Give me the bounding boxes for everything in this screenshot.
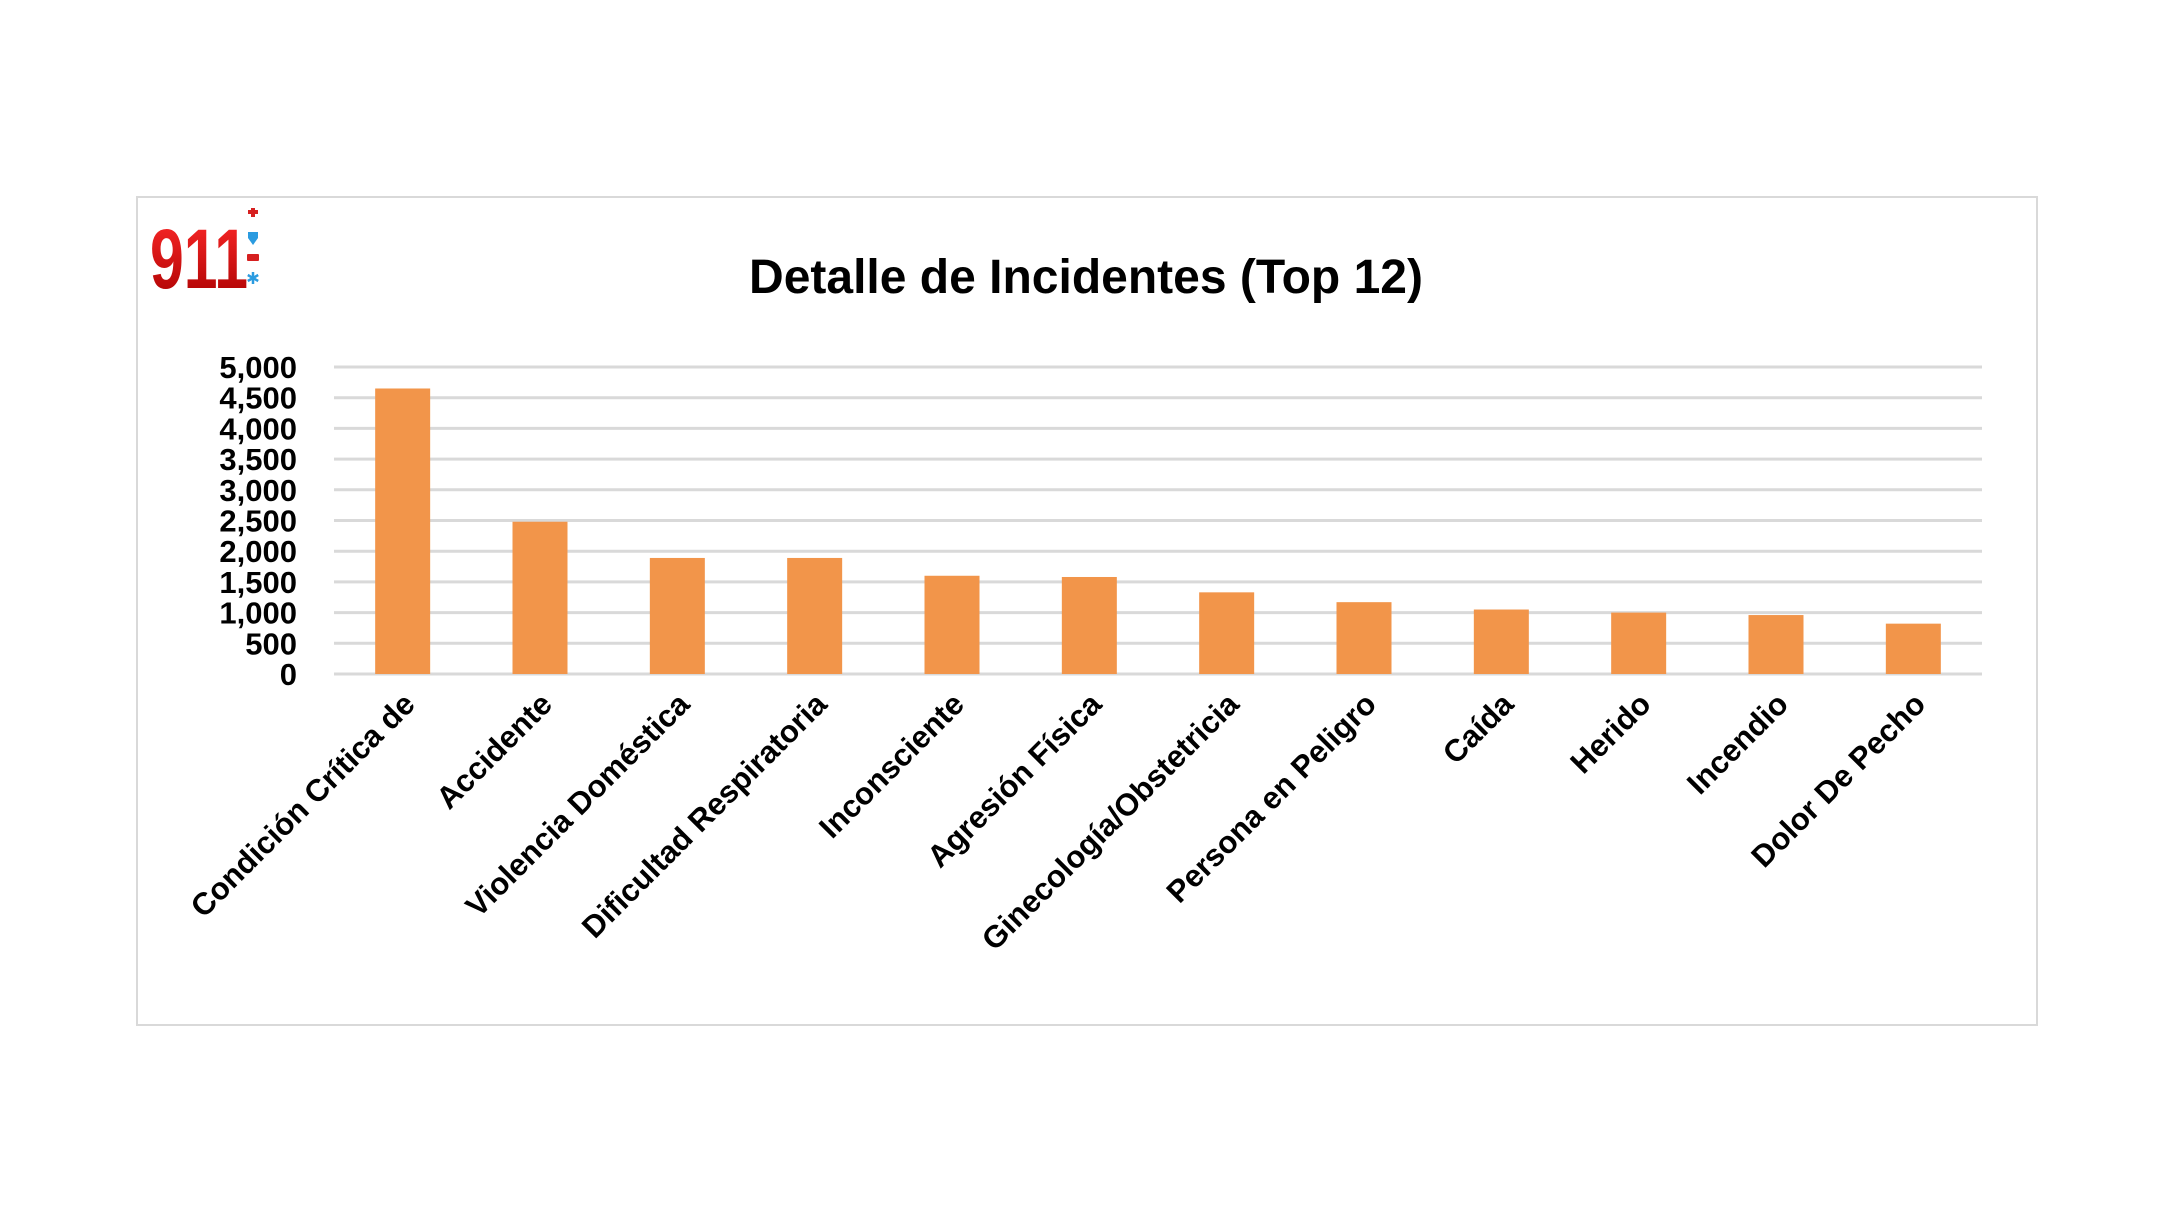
bar	[649, 557, 705, 674]
y-tick-label: 2,000	[219, 534, 297, 569]
y-tick-label: 3,500	[219, 442, 297, 477]
medical-cross-icon	[248, 208, 258, 217]
x-category-label: Inconsciente	[812, 686, 971, 845]
y-tick-label: 4,000	[219, 411, 297, 446]
bar	[1061, 576, 1117, 674]
bar	[1748, 615, 1804, 674]
x-category-label: Condición Crítica de	[184, 686, 422, 924]
x-category-label: Violencia Doméstica	[459, 686, 697, 924]
ambulance-icon	[247, 254, 259, 261]
y-tick-label: 2,500	[219, 504, 297, 539]
bar	[1199, 592, 1255, 674]
x-category-label: Dificultad Respiratoria	[575, 686, 834, 945]
x-category-label: Caída	[1436, 686, 1521, 771]
star-of-life-icon	[247, 272, 259, 284]
logo-text: 911	[150, 212, 248, 292]
bars	[375, 388, 1941, 674]
bar	[1885, 623, 1941, 674]
y-tick-label: 3,000	[219, 473, 297, 508]
shield-icon	[248, 232, 258, 245]
x-category-label: Incendio	[1680, 686, 1795, 801]
y-axis-ticks: 05001,0001,5002,0002,5003,0003,5004,0004…	[219, 350, 297, 692]
y-tick-label: 1,000	[219, 596, 297, 631]
bar	[375, 388, 431, 674]
y-tick-label: 500	[245, 626, 297, 661]
bar	[1336, 602, 1392, 674]
logo-911: 911	[150, 208, 259, 292]
x-category-label: Herido	[1563, 686, 1657, 780]
bar	[787, 557, 843, 674]
bar	[1611, 612, 1667, 674]
x-category-label: Ginecología/Obstetricia	[975, 686, 1246, 957]
y-tick-label: 5,000	[219, 350, 297, 385]
y-tick-label: 4,500	[219, 381, 297, 416]
gridlines	[334, 365, 1982, 676]
bar	[924, 575, 980, 674]
bar	[1473, 609, 1529, 674]
x-category-label: Accidente	[429, 686, 559, 816]
y-tick-label: 0	[280, 657, 297, 692]
y-tick-label: 1,500	[219, 565, 297, 600]
chart-title: Detalle de Incidentes (Top 12)	[749, 251, 1423, 304]
bar	[512, 521, 568, 674]
